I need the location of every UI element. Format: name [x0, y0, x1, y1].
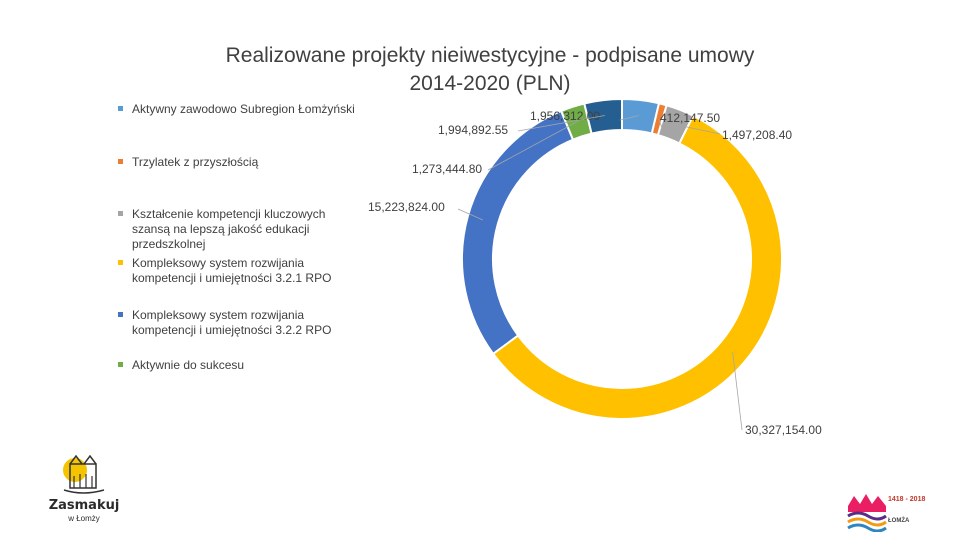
castle-emblem-icon — [63, 454, 105, 494]
legend-item: Kompleksowy system rozwijania kompetencj… — [118, 256, 363, 286]
donut-slice — [461, 109, 575, 356]
legend-label: Aktywnie do sukcesu — [132, 358, 245, 372]
leader-line — [658, 119, 663, 129]
legend-item: Aktywny zawodowo Subregion Łomżyński — [118, 102, 363, 117]
legend-item: Kształcenie kompetencji kluczowych szans… — [118, 207, 363, 252]
donut-slice — [491, 114, 783, 420]
legend-label: Kompleksowy system rozwijania kompetencj… — [132, 308, 332, 337]
legend-label: Aktywny zawodowo Subregion Łomżyński — [132, 102, 355, 116]
data-label: 1,497,208.40 — [722, 128, 792, 142]
lomza-600-logo: 1418 - 2018 ŁOMŻA — [846, 490, 952, 533]
logo-city: ŁOMŻA — [888, 518, 910, 524]
chart-title: Realizowane projekty nieiwestycyjne - po… — [150, 42, 830, 98]
data-labels: 1,956,312.00 412,147.501,497,208.40 30,327… — [368, 109, 822, 437]
zasmakuj-logo: Zasmakuj w Łomży — [28, 450, 138, 530]
logo-name: Zasmakuj — [48, 498, 120, 513]
leader-line — [487, 121, 578, 171]
legend-label: Trzylatek z przyszłością — [132, 155, 259, 169]
legend-marker — [118, 211, 123, 216]
data-label: 1,956,312.00 — [530, 109, 600, 123]
chart-title-line1: Realizowane projekty nieiwestycyjne - po… — [225, 44, 755, 67]
legend-item: Trzylatek z przyszłością — [118, 155, 363, 170]
leader-line — [732, 351, 743, 431]
leader-line — [457, 208, 484, 221]
legend-marker — [118, 260, 123, 265]
legend-label: Kształcenie kompetencji kluczowych szans… — [132, 207, 326, 251]
legend-marker — [118, 106, 123, 111]
leader-line — [674, 123, 721, 135]
donut-slices — [461, 97, 783, 420]
data-label: 15,223,824.00 — [368, 200, 445, 214]
donut-slice — [583, 97, 623, 135]
legend-label: Kompleksowy system rozwijania kompetencj… — [132, 256, 332, 285]
anniversary-emblem-icon — [847, 494, 887, 533]
legend-item: Kompleksowy system rozwijania kompetencj… — [118, 308, 363, 338]
legend-item: Aktywnie do sukcesu — [118, 358, 363, 373]
data-label: 412,147.50 — [660, 111, 720, 125]
data-label: 1,994,892.55 — [438, 123, 508, 137]
leader-line — [619, 115, 639, 121]
data-label: 30,327,154.00 — [745, 423, 822, 437]
leader-line — [517, 115, 605, 132]
legend-marker — [118, 312, 123, 317]
logo-years: 1418 - 2018 — [888, 496, 926, 503]
data-label: 1,273,444.80 — [412, 162, 482, 176]
logo-subtitle: w Łomży — [68, 514, 100, 523]
legend-marker — [118, 159, 123, 164]
chart-title-line2: 2014-2020 (PLN) — [409, 72, 571, 95]
legend-marker — [118, 362, 123, 367]
